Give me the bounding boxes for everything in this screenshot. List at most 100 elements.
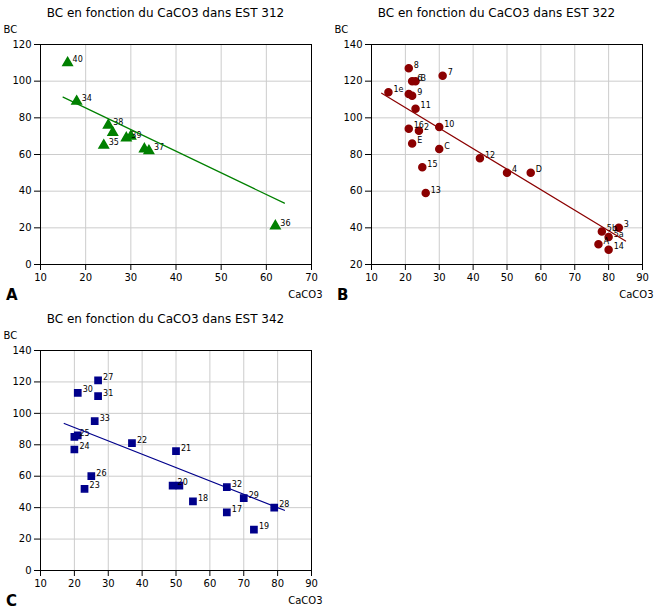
svg-text:8: 8 — [414, 61, 419, 70]
svg-text:70: 70 — [305, 272, 318, 283]
svg-text:A: A — [603, 237, 609, 246]
svg-text:90: 90 — [305, 578, 318, 589]
svg-text:80: 80 — [602, 272, 615, 283]
svg-text:10: 10 — [444, 120, 454, 129]
svg-text:100: 100 — [12, 75, 31, 86]
svg-text:60: 60 — [350, 185, 363, 196]
svg-text:30: 30 — [83, 385, 93, 394]
svg-text:22: 22 — [137, 436, 147, 445]
svg-text:37: 37 — [153, 143, 165, 153]
svg-text:19: 19 — [259, 522, 269, 531]
svg-text:120: 120 — [343, 75, 362, 86]
svg-text:40: 40 — [467, 272, 480, 283]
svg-text:26: 26 — [96, 469, 106, 478]
svg-text:50: 50 — [215, 272, 228, 283]
svg-text:20: 20 — [19, 222, 32, 233]
svg-text:24: 24 — [79, 442, 89, 451]
svg-text:140: 140 — [343, 39, 362, 50]
svg-text:20: 20 — [399, 272, 412, 283]
svg-text:7: 7 — [448, 68, 453, 77]
svg-text:1e: 1e — [393, 85, 403, 94]
svg-text:40: 40 — [19, 185, 32, 196]
svg-text:13: 13 — [431, 186, 441, 195]
svg-text:20: 20 — [79, 272, 92, 283]
svg-text:40: 40 — [73, 55, 83, 64]
svg-text:23: 23 — [90, 481, 100, 490]
svg-text:100: 100 — [343, 112, 362, 123]
svg-text:90: 90 — [636, 272, 649, 283]
svg-text:CaCO3: CaCO3 — [288, 289, 322, 300]
svg-text:40: 40 — [170, 272, 183, 283]
svg-text:20: 20 — [19, 533, 32, 544]
svg-text:BC: BC — [4, 330, 18, 341]
svg-text:60: 60 — [19, 149, 32, 160]
svg-text:50: 50 — [501, 272, 514, 283]
svg-text:20: 20 — [178, 478, 188, 487]
svg-text:70: 70 — [237, 578, 250, 589]
svg-text:60: 60 — [19, 470, 32, 481]
html-text:A: A — [6, 286, 18, 304]
svg-text:15: 15 — [427, 160, 437, 169]
svg-text:D: D — [536, 165, 542, 174]
svg-text:38: 38 — [113, 117, 124, 127]
svg-text:30: 30 — [124, 272, 137, 283]
svg-text:30: 30 — [102, 578, 115, 589]
svg-text:21: 21 — [181, 444, 191, 453]
svg-text:CaCO3: CaCO3 — [288, 595, 322, 606]
svg-text:3: 3 — [624, 220, 629, 229]
svg-text:C: C — [444, 142, 450, 151]
svg-text:33: 33 — [100, 414, 110, 423]
svg-text:60: 60 — [260, 272, 273, 283]
svg-text:32: 32 — [232, 480, 242, 489]
svg-text:36: 36 — [280, 219, 290, 228]
svg-text:34: 34 — [82, 94, 92, 103]
svg-text:18: 18 — [198, 494, 208, 503]
svg-text:80: 80 — [19, 439, 32, 450]
svg-text:35: 35 — [109, 138, 119, 147]
svg-text:70: 70 — [568, 272, 581, 283]
html-text:C: C — [6, 592, 17, 610]
svg-text:140: 140 — [12, 345, 31, 356]
svg-text:5b: 5b — [606, 224, 617, 234]
svg-text:60: 60 — [204, 578, 217, 589]
svg-text:0: 0 — [25, 259, 31, 270]
svg-text:50: 50 — [170, 578, 183, 589]
svg-text:12: 12 — [484, 150, 496, 160]
svg-text:20: 20 — [350, 259, 363, 270]
html-text:BC en fonction du CaCO3 dans E: BC en fonction du CaCO3 dans EST 342 — [46, 312, 285, 326]
svg-text:B: B — [421, 74, 427, 83]
svg-text:CaCO3: CaCO3 — [619, 289, 653, 300]
svg-text:20: 20 — [68, 578, 81, 589]
svg-text:10: 10 — [34, 272, 47, 283]
html-text:B: B — [337, 286, 349, 304]
svg-text:30: 30 — [433, 272, 446, 283]
svg-text:E: E — [417, 136, 422, 145]
svg-text:80: 80 — [271, 578, 284, 589]
svg-text:39: 39 — [131, 130, 142, 140]
svg-text:0: 0 — [25, 565, 31, 576]
svg-text:9: 9 — [417, 88, 422, 97]
svg-text:31: 31 — [103, 389, 113, 398]
svg-text:60: 60 — [535, 272, 548, 283]
svg-text:100: 100 — [12, 408, 31, 419]
svg-text:10: 10 — [34, 578, 47, 589]
svg-text:120: 120 — [12, 376, 31, 387]
svg-text:80: 80 — [350, 149, 363, 160]
svg-text:40: 40 — [19, 502, 32, 513]
svg-text:40: 40 — [350, 222, 363, 233]
svg-text:2: 2 — [424, 123, 429, 132]
svg-text:10: 10 — [365, 272, 378, 283]
svg-text:27: 27 — [103, 373, 113, 382]
svg-text:14: 14 — [614, 242, 624, 251]
svg-text:BC: BC — [4, 24, 18, 35]
svg-text:40: 40 — [136, 578, 149, 589]
svg-text:11: 11 — [421, 101, 431, 110]
svg-text:17: 17 — [232, 505, 242, 514]
svg-text:28: 28 — [279, 500, 289, 509]
html-text:BC en fonction du CaCO3 dans E: BC en fonction du CaCO3 dans EST 312 — [46, 6, 285, 20]
svg-text:16: 16 — [414, 121, 424, 130]
svg-text:BC: BC — [335, 24, 349, 35]
svg-text:80: 80 — [19, 112, 32, 123]
html-text:BC en fonction du CaCO3 dans E: BC en fonction du CaCO3 dans EST 322 — [377, 6, 616, 20]
svg-text:120: 120 — [12, 39, 31, 50]
